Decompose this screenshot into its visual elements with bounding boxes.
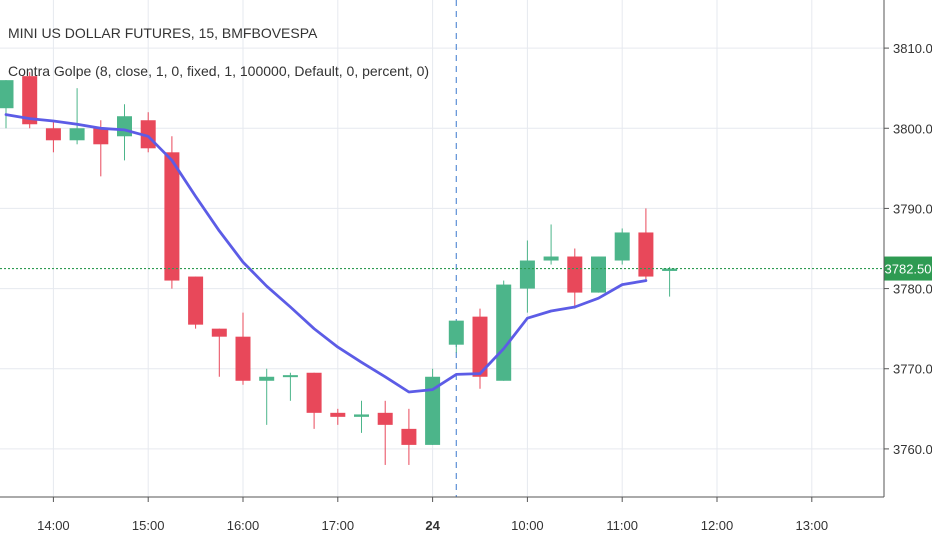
candle [401,408,417,465]
candle-body [543,256,559,261]
candle [662,266,678,297]
candle-body [0,80,14,109]
candle-body [567,256,583,293]
indicator-legend[interactable]: Contra Golpe (8, close, 1, 0, fixed, 1, … [8,63,430,79]
candle [425,368,441,445]
candle [306,372,322,429]
moving-average [4,113,648,394]
x-tick-label: 15:00 [132,518,165,533]
axes: 3760.00 3770.00 3780.00 3790.00 3800.00 3810.… [0,0,932,533]
x-tick-label: 24 [425,518,440,533]
candle-body [519,260,535,289]
x-tick-label: 12:00 [701,518,734,533]
y-tick-label: 3790.00 [893,201,932,216]
candle [354,400,369,433]
candle-body [306,372,322,413]
candle-body [259,376,275,381]
candle [235,312,251,385]
candle-body [448,320,464,345]
ma-series-line [4,113,648,394]
candle-body [377,412,393,425]
candle-body [69,128,85,141]
last-price-label: 3782.50 [885,262,932,277]
candle [330,408,346,425]
candle [567,248,583,309]
candle [140,112,156,153]
candle-body [282,375,298,378]
candle-body [330,412,346,417]
symbol-title[interactable]: MINI US DOLLAR FUTURES, 15, BMFBOVESPA [8,25,318,41]
candle [188,276,204,329]
candle [543,224,559,265]
candle [282,372,298,401]
x-tick-label: 16:00 [227,518,260,533]
candle-body [188,276,204,325]
candle-body [235,336,251,381]
candle-body [401,428,417,445]
candle [211,328,227,377]
candle [591,256,606,293]
candle-body [662,268,678,271]
candle [519,240,535,313]
last-price: 3782.50 [0,256,932,281]
candle-body [93,128,109,145]
x-tick-label: 13:00 [796,518,829,533]
x-tick-label: 10:00 [511,518,544,533]
candle-body [22,76,38,125]
candle-body [117,116,132,137]
y-tick-label: 3760.00 [893,442,932,457]
candle-body [472,316,488,377]
candle-body [614,232,630,261]
y-tick-label: 3770.00 [893,362,932,377]
x-tick-label: 17:00 [322,518,355,533]
last-price-tag [884,256,932,281]
x-tick-label: 11:00 [606,518,638,533]
candle [377,400,393,465]
candle [45,120,61,153]
candle [638,208,654,281]
candles[interactable] [0,72,678,465]
candle-body [425,376,441,445]
candle-body [638,232,654,277]
candle-body [591,256,606,293]
candle-body [496,284,512,381]
candle [259,368,275,425]
candle-body [45,128,61,141]
candle-body [354,414,369,417]
candle [614,228,630,265]
candle-body [211,328,227,337]
candle [0,80,14,129]
candle-body [164,152,180,281]
x-tick-label: 14:00 [37,518,70,533]
y-tick-label: 3810.00 [893,41,932,56]
candle [496,280,512,381]
candle [448,320,464,353]
y-tick-label: 3780.00 [893,282,932,297]
candle [69,88,85,145]
candle [472,308,488,389]
y-tick-label: 3800.00 [893,121,932,136]
